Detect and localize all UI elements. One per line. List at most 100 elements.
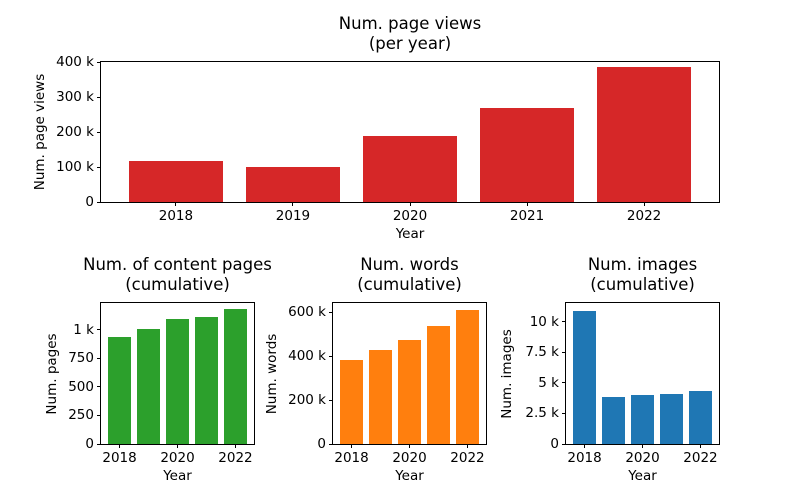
y-axis-label: Num. words [264, 333, 280, 414]
bar-2021 [194, 317, 219, 444]
y-tick-label: 0 [550, 436, 559, 452]
y-axis-label: Num. images [499, 328, 515, 419]
x-axis-label: Year [395, 226, 425, 242]
y-tick-mark [97, 131, 101, 133]
bar-2018 [572, 310, 597, 444]
y-tick-mark [562, 443, 566, 445]
x-tick-mark [409, 444, 410, 448]
chart-title-line1: Num. of content pages [83, 255, 272, 274]
images-chart: Num. images (cumulative) Num. images 0 2.5… [499, 255, 720, 484]
y-axis-label: Num. page views [32, 73, 48, 191]
y-tick-label: 10 k [529, 313, 559, 330]
plot-area: 0 200 k 400 k 600 k 2018 2020 2022 [288, 302, 487, 466]
bar-2020 [363, 136, 457, 202]
x-tick-mark [177, 444, 178, 448]
y-tick-mark [562, 382, 566, 384]
chart-title: Num. images (cumulative) [588, 255, 697, 295]
y-tick-label: 200 k [288, 392, 326, 408]
x-tick-mark [584, 444, 586, 448]
bar-2019 [368, 350, 393, 444]
y-tick-label: 100 k [56, 159, 94, 175]
y-tick-label: 750 [68, 350, 94, 367]
plot-area: 0 2.5 k 5 k 7.5 k 10 k 2018 2020 2022 [525, 302, 720, 466]
y-tick-mark [97, 166, 101, 168]
x-tick-label: 2018 [102, 450, 137, 466]
x-tick-mark [466, 444, 468, 448]
x-tick-mark [526, 202, 528, 206]
y-tick-mark [97, 201, 101, 203]
y-tick-label: 600 k [288, 304, 326, 321]
bar-2021 [659, 394, 684, 444]
x-tick-label: 2021 [509, 208, 545, 224]
y-tick-label: 7.5 k [525, 344, 559, 361]
y-tick-mark [329, 355, 333, 357]
x-tick-label: 2022 [218, 450, 253, 466]
x-axis-label: Year [395, 468, 424, 484]
bar-2022 [455, 310, 480, 444]
bar-2019 [136, 328, 161, 444]
y-tick-mark [329, 311, 333, 313]
y-tick-label: 400 k [288, 348, 326, 364]
bar-2018 [129, 160, 223, 202]
bar-2022 [688, 391, 713, 444]
y-tick-mark [97, 443, 101, 445]
x-tick-mark [351, 444, 353, 448]
y-tick-label: 250 [68, 407, 94, 424]
y-tick-label: 2.5 k [525, 405, 559, 422]
x-tick-mark [642, 444, 643, 448]
y-tick-label: 5 k [538, 374, 559, 391]
x-tick-mark [175, 202, 177, 206]
bar-2020 [397, 339, 422, 444]
plot-area: 0 100 k 200 k 300 k 400 k 2018 2019 2020 2021 202… [56, 54, 720, 224]
y-tick-label: 0 [85, 194, 94, 210]
y-tick-mark [97, 329, 101, 331]
y-tick-mark [562, 412, 566, 414]
chart-title: Num. words (cumulative) [357, 255, 462, 295]
x-tick-mark [409, 202, 411, 206]
bar-2022 [223, 309, 248, 444]
chart-title-line2: (per year) [368, 34, 452, 53]
y-tick-mark [97, 61, 101, 63]
x-tick-label: 2018 [567, 450, 602, 466]
chart-title: Num. of content pages (cumulative) [83, 255, 272, 295]
y-tick-label: 1 k [73, 321, 94, 338]
x-tick-label: 2020 [625, 450, 660, 466]
plot-area: 0 250 500 750 1 k 2018 2020 2022 [68, 302, 255, 466]
y-tick-mark [562, 321, 566, 323]
y-tick-label: 200 k [56, 124, 94, 140]
chart-title-line1: Num. words [360, 255, 459, 274]
chart-title-line2: (cumulative) [125, 275, 230, 294]
chart-title-line2: (cumulative) [357, 275, 462, 294]
x-tick-label: 2020 [160, 450, 195, 466]
x-tick-label: 2022 [450, 450, 485, 466]
bar-2022 [597, 66, 691, 202]
x-tick-mark [119, 444, 121, 448]
x-tick-label: 2020 [392, 450, 427, 466]
x-tick-mark [643, 202, 645, 206]
bar-2020 [630, 395, 655, 444]
y-tick-mark [97, 386, 101, 388]
y-tick-mark [97, 357, 101, 359]
y-tick-mark [329, 399, 333, 401]
y-tick-label: 500 [68, 378, 94, 395]
x-tick-label: 2022 [626, 208, 662, 224]
bar-2018 [107, 337, 132, 444]
chart-title-line2: (cumulative) [590, 275, 695, 294]
bar-2021 [480, 107, 574, 202]
bar-2019 [601, 397, 626, 444]
x-tick-label: 2022 [683, 450, 718, 466]
y-tick-mark [562, 351, 566, 353]
bar-2020 [165, 318, 190, 444]
y-tick-label: 300 k [56, 89, 94, 105]
content-pages-chart: Num. of content pages (cumulative) Num. p… [44, 255, 272, 484]
bar-2021 [426, 325, 451, 444]
chart-title-line1: Num. images [587, 255, 698, 274]
words-chart: Num. words (cumulative) Num. words 0 200 k… [264, 255, 487, 484]
chart-title: Num. page views (per year) [339, 14, 481, 54]
x-tick-label: 2018 [158, 208, 194, 224]
x-tick-mark [234, 444, 236, 448]
x-axis-label: Year [163, 468, 192, 484]
y-tick-mark [329, 443, 333, 445]
y-tick-label: 0 [317, 436, 326, 452]
